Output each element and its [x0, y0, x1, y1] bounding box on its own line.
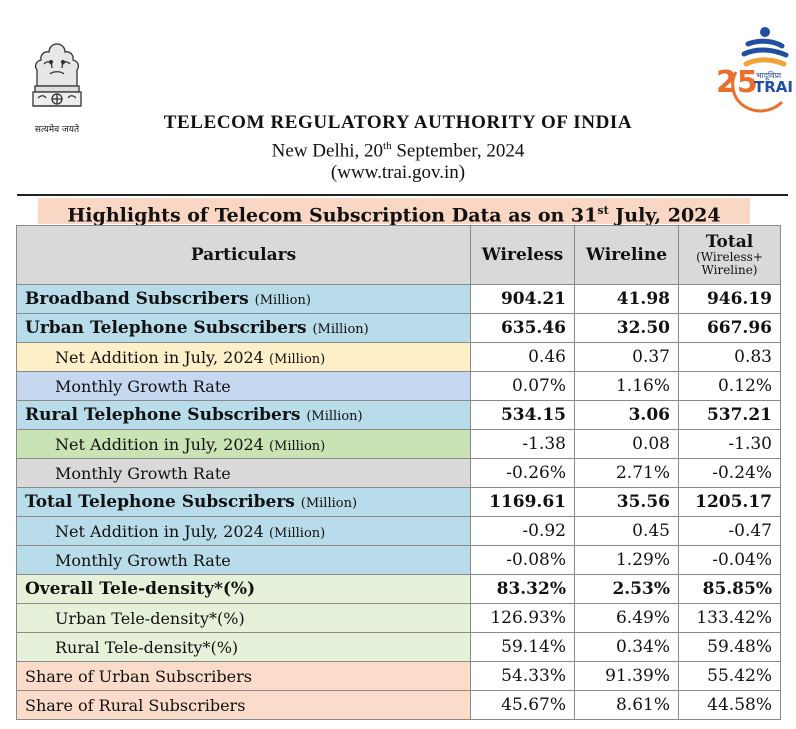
table-header-row: Particulars Wireless Wireline Total (Wire… — [16, 225, 781, 285]
table-row: Rural Tele-density*(%) 59.14% 0.34% 59.4… — [16, 632, 781, 662]
table-row: Net Addition in July, 2024 (Million) 0.4… — [16, 342, 781, 372]
table-row: Urban Tele-density*(%) 126.93% 6.49% 133… — [16, 603, 781, 633]
col-particulars: Particulars — [16, 225, 471, 285]
cell-wireless: 534.15 — [470, 400, 575, 430]
cell-wireless: 1169.61 — [470, 487, 575, 517]
logo-hindi: भादूविप्रा — [756, 70, 782, 81]
table-row: Total Telephone Subscribers (Million) 11… — [16, 487, 781, 517]
trai-25-logo-icon: 25 भादूविप्रा TRAI — [716, 27, 792, 113]
cell-wireless: -0.26% — [470, 458, 575, 488]
cell-total: 0.83 — [678, 342, 781, 372]
cell-wireline: 1.29% — [574, 545, 679, 575]
website-link[interactable]: (www.trai.gov.in) — [330, 162, 466, 184]
organization-name: TELECOM REGULATORY AUTHORITY OF INDIA — [163, 112, 633, 133]
cell-wireline: 3.06 — [574, 400, 679, 430]
row-label: Net Addition in July, 2024 (Million) — [16, 429, 471, 459]
cell-wireless: 59.14% — [470, 632, 575, 662]
place-date: New Delhi, 20th September, 2024 — [271, 140, 525, 162]
table-row: Monthly Growth Rate -0.08% 1.29% -0.04% — [16, 545, 781, 575]
cell-wireless: 0.46 — [470, 342, 575, 372]
row-label: Broadband Subscribers (Million) — [16, 284, 471, 314]
cell-wireline: 32.50 — [574, 313, 679, 343]
cell-wireless: 126.93% — [470, 603, 575, 633]
cell-wireless: -0.92 — [470, 516, 575, 546]
cell-total: 133.42% — [678, 603, 781, 633]
cell-wireline: 0.34% — [574, 632, 679, 662]
document-header: TELECOM REGULATORY AUTHORITY OF INDIA Ne… — [0, 112, 796, 184]
cell-wireline: 2.53% — [574, 574, 679, 604]
cell-wireline: 0.08 — [574, 429, 679, 459]
row-label: Total Telephone Subscribers (Million) — [16, 487, 471, 517]
cell-wireline: 8.61% — [574, 690, 679, 720]
cell-total: -0.24% — [678, 458, 781, 488]
cell-wireless: 45.67% — [470, 690, 575, 720]
national-emblem-icon — [32, 43, 82, 107]
col-wireless: Wireless — [470, 225, 575, 285]
cell-total: 667.96 — [678, 313, 781, 343]
cell-wireline: 2.71% — [574, 458, 679, 488]
cell-total: 85.85% — [678, 574, 781, 604]
table-row: Net Addition in July, 2024 (Million) -1.… — [16, 429, 781, 459]
header-divider — [17, 194, 788, 196]
row-label: Overall Tele-density*(%) — [16, 574, 471, 604]
cell-total: 55.42% — [678, 661, 781, 691]
row-label: Share of Urban Subscribers — [16, 661, 471, 691]
table-row: Net Addition in July, 2024 (Million) -0.… — [16, 516, 781, 546]
table-row: Broadband Subscribers (Million) 904.21 4… — [16, 284, 781, 314]
row-label: Monthly Growth Rate — [16, 371, 471, 401]
cell-total: -0.04% — [678, 545, 781, 575]
row-label: Share of Rural Subscribers — [16, 690, 471, 720]
row-label: Monthly Growth Rate — [16, 458, 471, 488]
cell-total: -1.30 — [678, 429, 781, 459]
table-row: Urban Telephone Subscribers (Million) 63… — [16, 313, 781, 343]
row-label: Urban Tele-density*(%) — [16, 603, 471, 633]
cell-wireless: 83.32% — [470, 574, 575, 604]
cell-total: 946.19 — [678, 284, 781, 314]
cell-wireless: -0.08% — [470, 545, 575, 575]
cell-wireless: 0.07% — [470, 371, 575, 401]
table-row: Share of Urban Subscribers 54.33% 91.39%… — [16, 661, 781, 691]
logo-text: TRAI — [754, 78, 792, 96]
table-row: Share of Rural Subscribers 45.67% 8.61% … — [16, 690, 781, 720]
row-label: Net Addition in July, 2024 (Million) — [16, 516, 471, 546]
table-title-banner: Highlights of Telecom Subscription Data … — [38, 198, 750, 226]
cell-wireline: 1.16% — [574, 371, 679, 401]
table-row: Rural Telephone Subscribers (Million) 53… — [16, 400, 781, 430]
cell-total: 59.48% — [678, 632, 781, 662]
cell-total: 44.58% — [678, 690, 781, 720]
cell-total: 0.12% — [678, 371, 781, 401]
cell-total: -0.47 — [678, 516, 781, 546]
emblem-motto: सत्यमेव जयते — [34, 125, 80, 135]
table-row: Monthly Growth Rate -0.26% 2.71% -0.24% — [16, 458, 781, 488]
cell-wireline: 91.39% — [574, 661, 679, 691]
cell-total: 537.21 — [678, 400, 781, 430]
row-label: Urban Telephone Subscribers (Million) — [16, 313, 471, 343]
cell-wireline: 35.56 — [574, 487, 679, 517]
row-label: Monthly Growth Rate — [16, 545, 471, 575]
row-label: Rural Telephone Subscribers (Million) — [16, 400, 471, 430]
cell-wireline: 0.45 — [574, 516, 679, 546]
row-label: Rural Tele-density*(%) — [16, 632, 471, 662]
logo-number: 25 — [716, 65, 758, 100]
subscription-data-table: Particulars Wireless Wireline Total (Wire… — [16, 225, 781, 720]
cell-wireline: 6.49% — [574, 603, 679, 633]
row-label: Net Addition in July, 2024 (Million) — [16, 342, 471, 372]
cell-wireline: 41.98 — [574, 284, 679, 314]
cell-total: 1205.17 — [678, 487, 781, 517]
cell-wireline: 0.37 — [574, 342, 679, 372]
cell-wireless: -1.38 — [470, 429, 575, 459]
cell-wireless: 54.33% — [470, 661, 575, 691]
table-row: Monthly Growth Rate 0.07% 1.16% 0.12% — [16, 371, 781, 401]
table-row: Overall Tele-density*(%) 83.32% 2.53% 85… — [16, 574, 781, 604]
col-total: Total (Wireless+ Wireline) — [678, 225, 781, 285]
cell-wireless: 635.46 — [470, 313, 575, 343]
cell-wireless: 904.21 — [470, 284, 575, 314]
col-wireline: Wireline — [574, 225, 679, 285]
